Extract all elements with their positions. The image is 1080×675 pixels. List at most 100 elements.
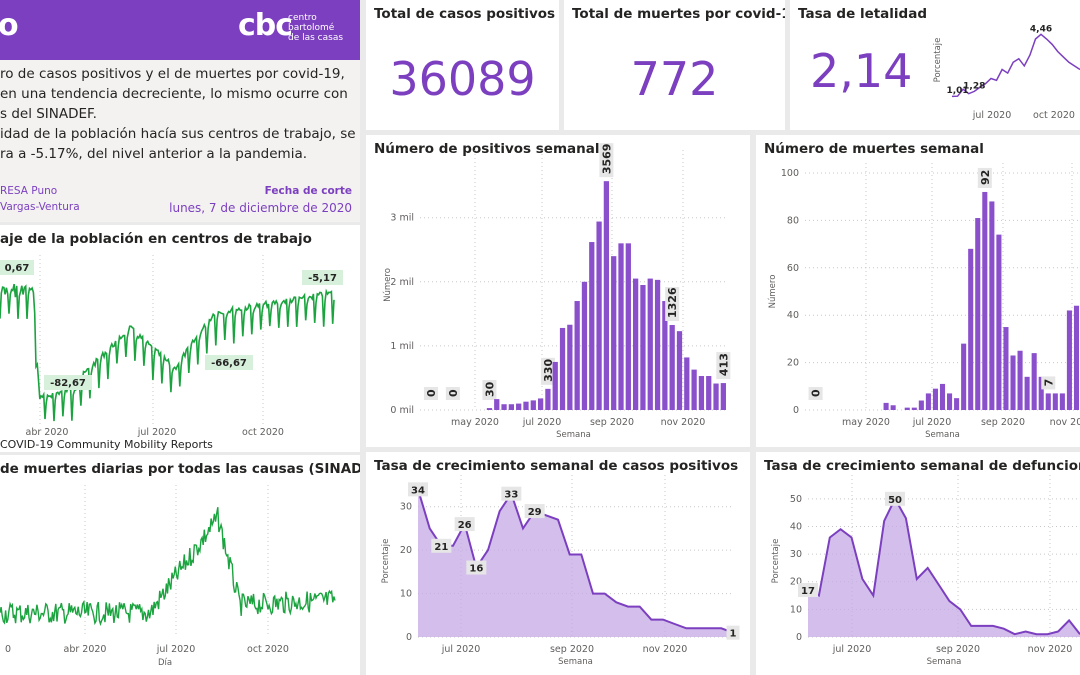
x-tick-label: jul 2020 (972, 110, 1012, 121)
cutoff-date: lunes, 7 de diciembre de 2020 (169, 201, 352, 215)
y-tick-label: 50 (790, 494, 802, 505)
x-tick-label: may 2020 (842, 417, 890, 428)
bar (486, 408, 493, 410)
y-tick-label: 30 (790, 549, 802, 560)
data-label: 7 (1042, 379, 1055, 387)
bar (508, 404, 515, 410)
bar (632, 278, 639, 410)
muertes-title: Número de muertes semanal (764, 141, 984, 157)
mobility-panel: aje de la población en centros de trabaj… (0, 225, 360, 452)
bar (1024, 376, 1030, 410)
y-tick-label: 3 mil (390, 213, 414, 224)
area-fill (418, 489, 733, 637)
y-tick-label: 0 mil (390, 405, 414, 416)
x-axis-label: Semana (558, 657, 593, 667)
x-tick-label: jul 2020 (832, 644, 872, 655)
sinadef-title: de muertes diarias por todas las causas … (0, 461, 360, 477)
mobility-series-line (0, 283, 335, 422)
logo-mark: cbc (238, 8, 293, 43)
x-axis-label: Semana (927, 657, 962, 667)
kpi-value: 2,14 (810, 44, 913, 98)
bar (567, 324, 573, 410)
y-axis-label: Número (383, 268, 393, 302)
kpi-title: Tasa de letalidad (798, 6, 927, 22)
bar (954, 398, 960, 410)
data-label: 3569 (600, 144, 613, 175)
x-tick-label: sep 2020 (590, 417, 634, 428)
bar (1052, 393, 1058, 410)
x-tick-label: sep 2020 (981, 417, 1025, 428)
x-tick-label: jul 2020 (522, 417, 562, 428)
y-tick-label: 2 mil (390, 277, 414, 288)
y-tick-label: 100 (781, 168, 799, 179)
bar (669, 325, 675, 410)
y-tick-label: 60 (787, 263, 799, 274)
kpi-value: 36089 (389, 52, 536, 106)
data-label: 29 (528, 507, 542, 518)
mobility-title: aje de la población en centros de trabaj… (0, 231, 312, 247)
data-label-bg (665, 287, 680, 321)
data-label-bg (524, 504, 545, 519)
bar (1066, 310, 1072, 410)
data-label-bg (205, 355, 253, 370)
data-label: 33 (504, 490, 518, 501)
bar (947, 393, 953, 410)
data-label-bg (808, 387, 823, 400)
data-label-bg (977, 167, 992, 188)
kpi-value: 772 (630, 52, 719, 106)
bar (691, 369, 697, 410)
summary-line: s del SINADEF. (0, 106, 97, 122)
bar (904, 407, 910, 410)
x-tick-label: sep 2020 (936, 644, 980, 655)
bar (537, 398, 544, 410)
data-label: 26 (458, 520, 472, 531)
data-label: -5,17 (308, 273, 337, 284)
data-label-bg (408, 482, 428, 497)
bar (618, 243, 624, 410)
area-fill (808, 498, 1080, 637)
bar (1073, 305, 1080, 410)
data-label-bg (1041, 376, 1056, 390)
letalidad-ylabel: Porcentaje (933, 38, 943, 83)
y-tick-label: 80 (787, 215, 799, 226)
bar (552, 361, 558, 410)
data-label: 413 (717, 353, 730, 376)
data-label-bg (431, 538, 452, 553)
data-label-bg (423, 387, 438, 400)
bar (603, 181, 610, 410)
x-tick-label: 0 (5, 644, 11, 655)
bar (523, 401, 529, 410)
crec-casos-chart: 0 10 20 30 jul 2020 sep 2020 nov 2020 Semana Por… (381, 475, 740, 667)
y-tick-label: 10 (790, 604, 802, 615)
bar (996, 234, 1002, 410)
bar (975, 218, 981, 410)
bar (516, 403, 522, 410)
bar (545, 388, 551, 410)
bar (559, 327, 566, 410)
bar (1045, 393, 1051, 410)
x-tick-label: jul 2020 (156, 644, 196, 655)
data-label: 30 (483, 381, 496, 397)
data-label-bg (454, 517, 475, 532)
muertes-panel: Número de muertes semanal 0 20 40 60 80 100 ma… (756, 135, 1080, 447)
bar (918, 400, 924, 410)
x-tick-label: jul 2020 (137, 427, 177, 438)
data-label: -66,67 (211, 358, 247, 369)
x-tick-label: abr 2020 (26, 427, 69, 438)
header-title: o (0, 8, 19, 43)
x-tick-label: jul 2020 (441, 644, 481, 655)
bar (890, 405, 896, 410)
crec-def-panel: Tasa de crecimiento semanal de defuncion… (756, 452, 1080, 675)
data-label-bg (445, 387, 460, 400)
crec-def-title: Tasa de crecimiento semanal de defuncion… (764, 458, 1080, 474)
y-tick-label: 0 (406, 632, 412, 643)
data-label: 50 (888, 495, 902, 506)
letalidad-chart: Porcentaje 1,011,28 4,46 jul 2020 oct 2020 (933, 24, 1080, 121)
x-axis-label: Semana (556, 430, 591, 440)
bar (501, 404, 507, 410)
summary-panel: o cbc centro bartolomé de las casas ro d… (0, 0, 360, 222)
bar (611, 256, 617, 410)
positivos-chart: 0 mil 1 mil 2 mil 3 mil may 2020 jul 2020 sep … (383, 143, 731, 440)
data-label-bg (44, 375, 92, 390)
muertes-chart: 0 20 40 60 80 100 may 2020 jul 2020 sep 2020 nov … (768, 163, 1080, 440)
